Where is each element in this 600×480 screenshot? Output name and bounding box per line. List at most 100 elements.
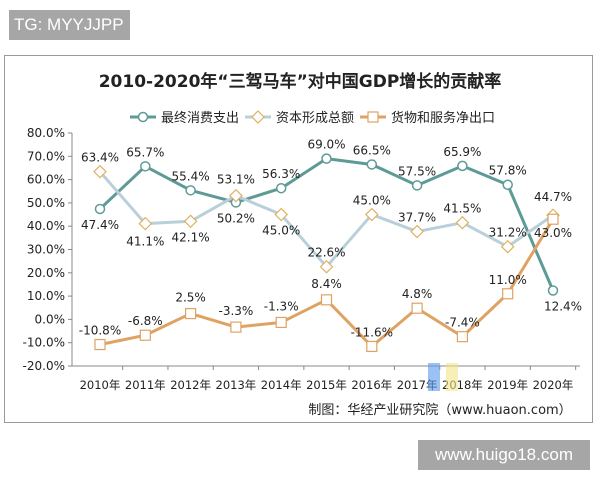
- x-tick-label: 2016年: [351, 378, 392, 392]
- data-point: [140, 161, 151, 172]
- y-tick-label: -20.0%: [23, 359, 65, 373]
- data-label: 47.4%: [81, 218, 119, 232]
- data-point: [275, 316, 287, 329]
- data-point: [547, 213, 559, 225]
- data-point: [502, 179, 513, 190]
- data-label: 11.0%: [489, 273, 527, 287]
- data-label: 45.0%: [262, 224, 300, 238]
- y-tick-label: 50.0%: [27, 196, 65, 210]
- data-point: [410, 224, 424, 239]
- data-point: [139, 329, 151, 341]
- data-label: -3.3%: [218, 304, 253, 318]
- y-tick-label: 60.0%: [27, 173, 65, 187]
- data-point: [364, 207, 379, 222]
- data-label: 53.1%: [217, 173, 255, 187]
- data-label: 63.4%: [81, 151, 119, 165]
- logo-yellow-block: [446, 363, 458, 391]
- data-label: 66.5%: [353, 143, 391, 157]
- data-point: [455, 215, 470, 230]
- data-point: [456, 331, 468, 343]
- x-tick-label: 2019年: [487, 378, 528, 392]
- legend: 最终消费支出 资本形成总额 货物和服务净出口: [130, 110, 495, 126]
- data-point: [320, 294, 333, 306]
- data-point: [274, 207, 289, 222]
- data-point: [502, 288, 514, 300]
- data-point: [547, 285, 559, 296]
- data-label: 55.4%: [172, 169, 210, 183]
- data-label: -7.4%: [445, 316, 480, 330]
- y-tick-label: 10.0%: [27, 289, 65, 303]
- x-tick-label: 2010年: [80, 378, 121, 392]
- data-point: [411, 302, 423, 314]
- data-label: 37.7%: [398, 211, 436, 225]
- data-label: 8.4%: [311, 277, 342, 291]
- y-tick-label: 70.0%: [27, 149, 65, 163]
- x-tick-label: 2012年: [170, 378, 211, 392]
- data-point: [94, 203, 106, 215]
- data-label: 56.3%: [262, 167, 300, 181]
- data-point: [366, 340, 378, 353]
- x-tick-label: 2017年: [397, 378, 438, 392]
- data-label: 4.8%: [402, 287, 433, 301]
- data-point: [319, 259, 334, 274]
- data-label: 57.5%: [398, 164, 436, 178]
- data-point: [185, 185, 196, 196]
- data-label: 65.9%: [443, 145, 481, 159]
- data-label: 22.6%: [307, 246, 345, 260]
- x-tick-label: 2020年: [533, 378, 574, 392]
- legend-label: 货物和服务净出口: [391, 110, 495, 126]
- y-tick-label: 40.0%: [27, 219, 65, 233]
- data-label: 69.0%: [307, 138, 345, 152]
- legend-marker: [251, 110, 265, 124]
- watermark-tag: TG: MYYJJPP: [9, 10, 130, 40]
- y-tick-label: 0.0%: [35, 312, 66, 326]
- data-label: -10.8%: [79, 324, 121, 338]
- data-labels: 47.4% 65.7% 55.4% 50.2% 56.3% 69.0% 66.5% 57.5%…: [79, 138, 582, 340]
- data-point: [183, 214, 198, 229]
- watermark-bottom: www.huigo18.com: [418, 440, 590, 470]
- data-point: [321, 153, 332, 164]
- data-label: 43.0%: [534, 226, 572, 240]
- data-label: 31.2%: [489, 226, 527, 240]
- chart-title: 2010-2020年“三驾马车”对中国GDP增长的贡献率: [99, 71, 502, 92]
- x-tick-label: 2014年: [261, 378, 302, 392]
- axes: 80.0% 70.0% 60.0% 50.0% 40.0% 30.0% 20.0% 10.0%…: [23, 126, 580, 392]
- data-point: [185, 307, 197, 320]
- x-tick-label: 2011年: [125, 378, 166, 392]
- y-tick-label: -10.0%: [23, 336, 65, 350]
- data-label: 57.8%: [489, 164, 527, 178]
- data-label: 50.2%: [217, 211, 255, 225]
- x-tick-label: 2015年: [306, 378, 347, 392]
- data-point: [93, 164, 107, 179]
- data-label: -1.3%: [264, 299, 299, 313]
- data-label: 45.0%: [353, 194, 391, 208]
- data-point: [366, 159, 378, 170]
- data-label: 65.7%: [126, 145, 164, 159]
- y-tick-label: 80.0%: [27, 126, 65, 140]
- y-tick-label: 30.0%: [27, 243, 65, 257]
- data-point: [229, 188, 243, 203]
- data-label: 12.4%: [544, 300, 582, 314]
- data-label: 41.1%: [126, 235, 164, 249]
- data-label: 2.5%: [175, 291, 206, 305]
- legend-label: 资本形成总额: [276, 111, 354, 126]
- data-point: [457, 160, 468, 172]
- data-label: 41.5%: [443, 202, 481, 216]
- source-note: 制图：华经产业研究院（www.huaon.com）: [308, 403, 571, 418]
- data-point: [275, 182, 287, 194]
- data-point: [230, 321, 242, 333]
- legend-label: 最终消费支出: [161, 110, 239, 126]
- data-label: -6.8%: [128, 314, 163, 328]
- data-point: [94, 338, 106, 351]
- legend-marker: [137, 111, 149, 123]
- data-label: 42.1%: [172, 230, 210, 244]
- logo-blue-block: [428, 363, 440, 391]
- legend-marker: [367, 111, 379, 123]
- data-label: -11.6%: [351, 325, 393, 339]
- x-tick-label: 2013年: [216, 378, 257, 392]
- huaon-logo: [428, 363, 458, 391]
- data-point: [138, 216, 153, 231]
- y-tick-label: 20.0%: [27, 266, 65, 280]
- chart-frame: [4, 55, 593, 423]
